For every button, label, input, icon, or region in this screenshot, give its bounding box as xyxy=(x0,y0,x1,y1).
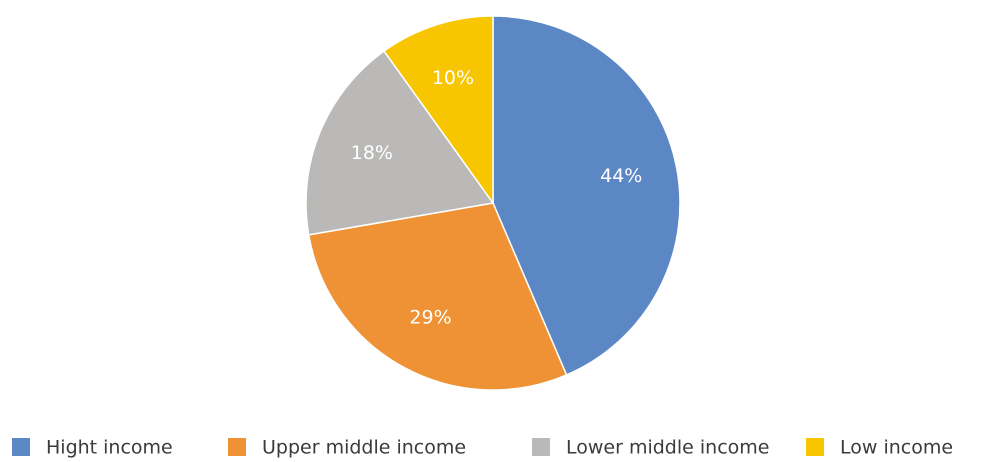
legend-label: Lower middle income xyxy=(566,437,769,459)
legend-swatch xyxy=(228,438,246,456)
legend-label: Low income xyxy=(840,437,953,459)
value-label: 18% xyxy=(351,142,393,164)
pie-slice xyxy=(382,15,494,206)
legend-label: Hight income xyxy=(46,437,173,459)
value-label: 29% xyxy=(409,307,451,329)
legend-swatch xyxy=(532,438,550,456)
legend-swatch xyxy=(806,438,824,456)
legend-swatch xyxy=(12,438,30,456)
value-label: 10% xyxy=(432,67,474,89)
legend-label: Upper middle income xyxy=(262,437,466,459)
pie-slice xyxy=(307,202,568,391)
pie-slice xyxy=(492,15,681,376)
pie-slice xyxy=(305,49,495,236)
value-label: 44% xyxy=(600,165,642,187)
